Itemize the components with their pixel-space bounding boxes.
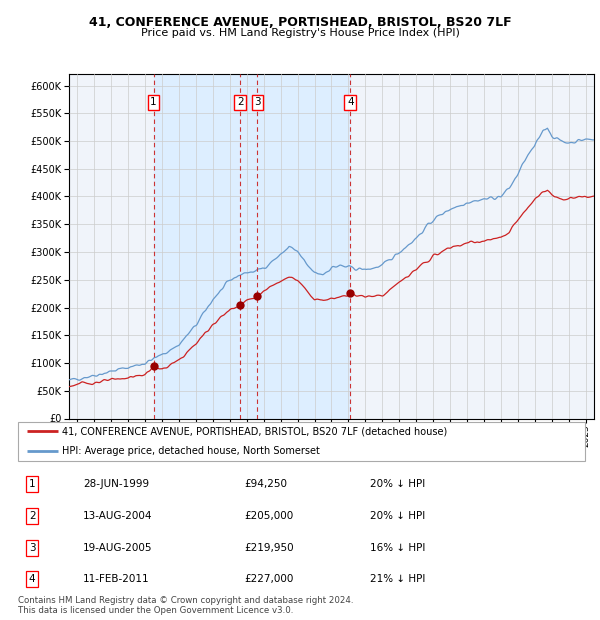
Text: £219,950: £219,950 — [245, 542, 295, 552]
Text: 19-AUG-2005: 19-AUG-2005 — [83, 542, 153, 552]
Text: This data is licensed under the Open Government Licence v3.0.: This data is licensed under the Open Gov… — [18, 606, 293, 616]
Text: 3: 3 — [254, 97, 261, 107]
Bar — [241, 74, 350, 418]
Text: 2: 2 — [237, 97, 244, 107]
Text: 28-JUN-1999: 28-JUN-1999 — [83, 479, 149, 489]
Text: 41, CONFERENCE AVENUE, PORTISHEAD, BRISTOL, BS20 7LF (detached house): 41, CONFERENCE AVENUE, PORTISHEAD, BRIST… — [62, 427, 448, 436]
Text: £94,250: £94,250 — [245, 479, 288, 489]
FancyBboxPatch shape — [18, 422, 585, 461]
Text: Contains HM Land Registry data © Crown copyright and database right 2024.: Contains HM Land Registry data © Crown c… — [18, 596, 353, 606]
Text: 4: 4 — [347, 97, 353, 107]
Text: 21% ↓ HPI: 21% ↓ HPI — [370, 574, 425, 585]
Text: 4: 4 — [29, 574, 35, 585]
Text: 20% ↓ HPI: 20% ↓ HPI — [370, 479, 425, 489]
Bar — [154, 74, 241, 418]
Text: 2: 2 — [29, 511, 35, 521]
Text: 13-AUG-2004: 13-AUG-2004 — [83, 511, 153, 521]
Text: 41, CONFERENCE AVENUE, PORTISHEAD, BRISTOL, BS20 7LF: 41, CONFERENCE AVENUE, PORTISHEAD, BRIST… — [89, 16, 511, 29]
Text: 1: 1 — [150, 97, 157, 107]
Text: £205,000: £205,000 — [245, 511, 294, 521]
Text: 11-FEB-2011: 11-FEB-2011 — [83, 574, 150, 585]
Text: 1: 1 — [29, 479, 35, 489]
Text: HPI: Average price, detached house, North Somerset: HPI: Average price, detached house, Nort… — [62, 446, 320, 456]
Text: 20% ↓ HPI: 20% ↓ HPI — [370, 511, 425, 521]
Text: 3: 3 — [29, 542, 35, 552]
Text: Price paid vs. HM Land Registry's House Price Index (HPI): Price paid vs. HM Land Registry's House … — [140, 28, 460, 38]
Text: 16% ↓ HPI: 16% ↓ HPI — [370, 542, 425, 552]
Text: £227,000: £227,000 — [245, 574, 294, 585]
